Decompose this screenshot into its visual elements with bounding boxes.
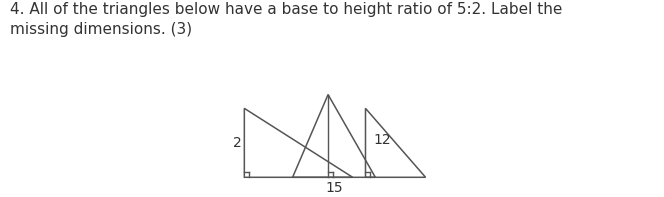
Text: 15: 15 [325,181,343,195]
Text: 12: 12 [374,133,391,147]
Text: 4. All of the triangles below have a base to height ratio of 5:2. Label the
miss: 4. All of the triangles below have a bas… [10,2,562,37]
Text: 2: 2 [233,136,242,150]
